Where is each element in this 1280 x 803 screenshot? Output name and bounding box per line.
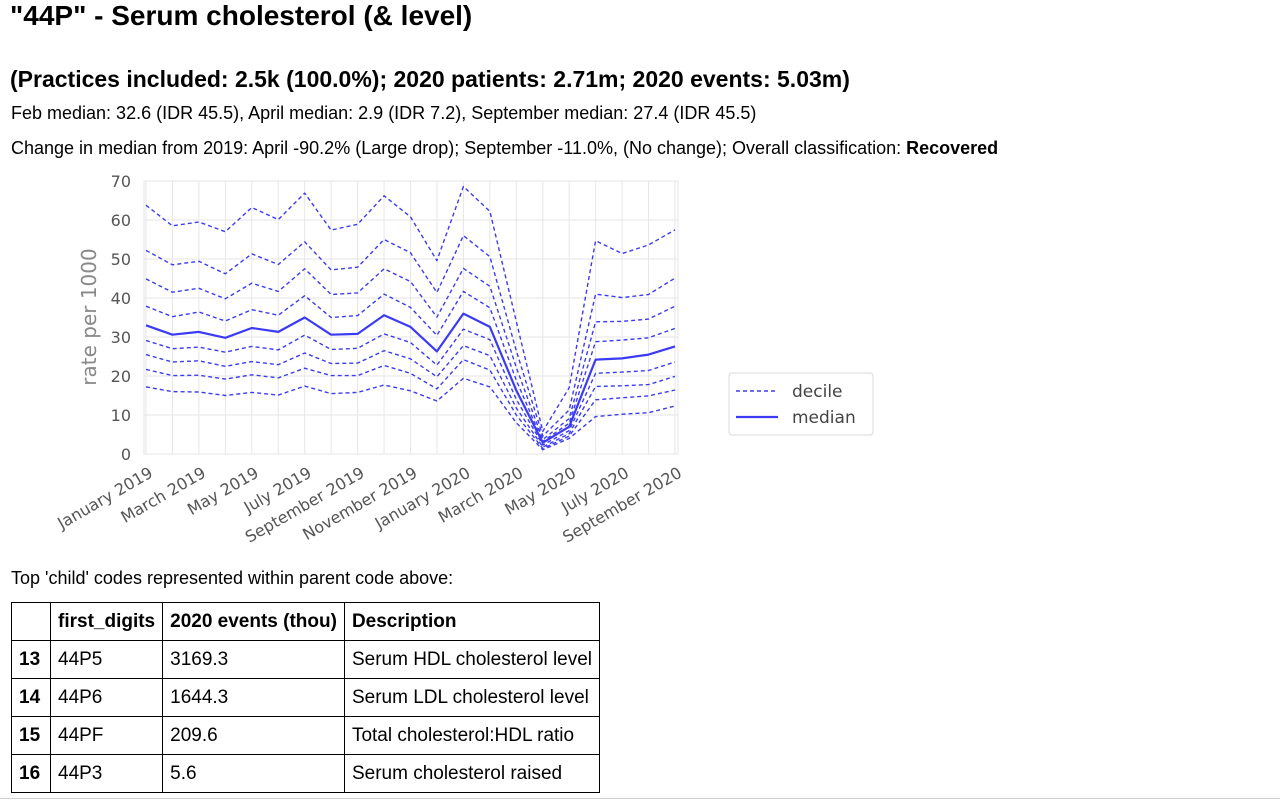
cell-first-digits: 44P6 [49, 678, 164, 717]
row-index: 15 [11, 716, 51, 755]
change-summary: Change in median from 2019: April -90.2%… [11, 138, 998, 159]
decile-line-5 [145, 290, 676, 443]
page-title: "44P" - Serum cholesterol (& level) [10, 0, 473, 31]
header-description: Description [343, 602, 601, 641]
cell-events: 209.6 [162, 716, 345, 755]
y-tick-label: 40 [111, 289, 131, 308]
y-tick-labels: 0 10 20 30 40 50 60 70 [111, 172, 131, 464]
decile-line-3 [145, 328, 676, 446]
y-tick-label: 10 [111, 406, 131, 425]
row-index: 14 [11, 678, 51, 717]
y-axis-label: rate per 1000 [77, 248, 101, 385]
legend-decile-label: decile [792, 382, 843, 402]
cell-first-digits: 44P3 [49, 754, 164, 793]
table-header-row: first_digits 2020 events (thou) Descript… [11, 602, 601, 641]
y-tick-label: 60 [111, 211, 131, 230]
cell-first-digits: 44PF [49, 716, 164, 755]
legend-median-label: median [792, 408, 856, 428]
decile-line-8 [145, 185, 676, 433]
child-codes-table: first_digits 2020 events (thou) Descript… [11, 602, 601, 793]
table-row: 13 44P5 3169.3 Serum HDL cholesterol lev… [11, 640, 601, 679]
y-tick-label: 50 [111, 250, 131, 269]
grid-lines [144, 180, 678, 455]
summary-heading: (Practices included: 2.5k (100.0%); 2020… [10, 66, 850, 92]
cell-description: Serum LDL cholesterol level [343, 678, 601, 717]
legend: decile median [728, 372, 874, 436]
header-first-digits: first_digits [49, 602, 164, 641]
table-caption: Top 'child' codes represented within par… [11, 568, 454, 588]
cell-first-digits: 44P5 [49, 640, 164, 679]
cell-events: 5.6 [162, 754, 345, 793]
legend-box [728, 372, 874, 436]
cell-description: Total cholesterol:HDL ratio [343, 716, 601, 755]
row-index: 13 [11, 640, 51, 679]
bottom-divider [0, 798, 1280, 799]
change-text: Change in median from 2019: April -90.2%… [11, 138, 907, 158]
cell-description: Serum HDL cholesterol level [343, 640, 601, 679]
row-index: 16 [11, 754, 51, 793]
median-line [145, 312, 676, 444]
header-index [11, 602, 51, 641]
y-tick-label: 20 [111, 367, 131, 386]
cell-description: Serum cholesterol raised [343, 754, 601, 793]
y-tick-label: 0 [121, 445, 131, 464]
y-tick-label: 70 [111, 172, 131, 191]
decile-line-6 [145, 267, 676, 441]
cell-events: 3169.3 [162, 640, 345, 679]
table-row: 14 44P6 1644.3 Serum LDL cholesterol lev… [11, 678, 601, 717]
header-events: 2020 events (thou) [162, 602, 345, 641]
table-row: 16 44P3 5.6 Serum cholesterol raised [11, 754, 601, 793]
decile-line-0 [145, 377, 676, 451]
classification-value: Recovered [906, 138, 999, 158]
table-row: 15 44PF 209.6 Total cholesterol:HDL rati… [11, 716, 601, 755]
y-tick-label: 30 [111, 328, 131, 347]
decile-line-2 [145, 344, 676, 448]
cell-events: 1644.3 [162, 678, 345, 717]
decile-line-7 [145, 234, 676, 437]
medians-summary: Feb median: 32.6 (IDR 45.5), April media… [11, 103, 757, 123]
series-group [145, 185, 676, 451]
